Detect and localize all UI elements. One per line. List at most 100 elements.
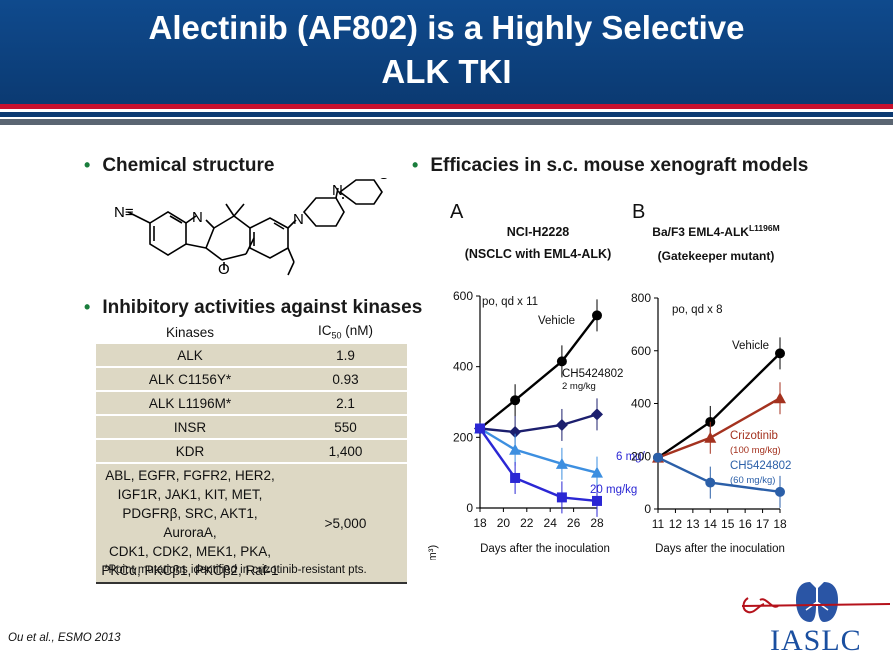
structure-o-label-1: O [218, 261, 230, 278]
series-label: 2 mg/kg [562, 381, 596, 392]
header-kinases: Kinases [96, 320, 284, 344]
kinase-name: ALK [96, 344, 284, 368]
y-tick-label: 600 [631, 344, 651, 358]
chart-a-ylabel: Tumor volume (mm³) [427, 545, 439, 560]
slide-title: Alectinib (AF802) is a Highly Selective … [0, 6, 893, 94]
bullet-inhibitory: • Inhibitory activities against kinases [84, 297, 423, 318]
series-label: CH5424802 [730, 460, 791, 472]
bullet-efficacy: • Efficacies in s.c. mouse xenograft mode… [412, 155, 809, 176]
structure-nitrile-label: N≡ [114, 204, 134, 221]
table-row: INSR 550 [96, 415, 407, 440]
series-line [479, 314, 598, 430]
chart-b-title-main: Ba/F3 EML4-ALK [652, 225, 749, 239]
data-point [509, 443, 522, 455]
chart-a-plot: 0 200 400 600 18 20 22 24 26 28 Vehicle CH54248022 … [453, 289, 645, 530]
data-point [775, 348, 785, 359]
chart-b: B Ba/F3 EML4-ALKL1196M (Gatekeeper mutan… [631, 201, 791, 555]
chart-b-dosing: po, qd x 8 [672, 304, 723, 316]
x-tick-label: 16 [738, 517, 752, 531]
footnote: *Point mutations identified in crizotini… [104, 564, 367, 576]
ic50-suffix: (nM) [341, 323, 373, 339]
iaslc-logo-text: IASLC [770, 624, 862, 657]
bullet-text: Chemical structure [102, 155, 275, 176]
kinase-ic50: 0.93 [284, 367, 407, 392]
kinase-name-list: ABL, EGFR, FGFR2, HER2, IGF1R, JAK1, KIT… [96, 463, 284, 584]
y-tick-label: 0 [466, 501, 473, 515]
chart-b-title-sup: L1196M [749, 223, 780, 233]
panel-letter-b: B [632, 201, 645, 223]
series-label: 20 mg/kg [590, 484, 637, 496]
y-tick-label: 600 [453, 289, 473, 303]
x-tick-label: 17 [756, 517, 770, 531]
chart-b-xlabel: Days after the inoculation [655, 543, 785, 555]
kinase-list-line: ABL, EGFR, FGFR2, HER2, [105, 468, 275, 483]
data-point [592, 310, 602, 321]
data-point [591, 466, 603, 478]
series-label: CH5424802 [562, 368, 623, 380]
x-tick-label: 13 [686, 517, 700, 531]
data-point [775, 486, 785, 497]
kinase-name: ALK L1196M* [96, 391, 284, 416]
chart-a-title-line-1: NCI-H2228 [507, 225, 570, 239]
kinase-list-line: PKCα, PKCβ1, PKCβ2, Raf-1 [101, 563, 279, 578]
chart-a-xlabel: Days after the inoculation [480, 543, 610, 555]
series-label: 6 mg/kg [616, 451, 645, 463]
kinase-list-line: CDK1, CDK2, MEK1, PKA, [108, 544, 272, 559]
header-ic50: IC50 (nM) [284, 320, 407, 344]
title-line-1: Alectinib (AF802) is a Highly Selective [148, 9, 745, 46]
data-point [510, 472, 521, 483]
iaslc-logo-emblem [741, 578, 890, 622]
x-tick-label: 20 [497, 516, 511, 530]
series-line [479, 427, 598, 503]
citation: Ou et al., ESMO 2013 [8, 632, 121, 644]
x-tick-label: 12 [669, 517, 683, 531]
data-point [475, 423, 485, 434]
chart-b-title-line-1: Ba/F3 EML4-ALKL1196M [652, 223, 779, 239]
data-point [556, 492, 567, 503]
slide-header [0, 0, 893, 104]
table-row: ABL, EGFR, FGFR2, HER2, IGF1R, JAK1, KIT… [96, 463, 407, 584]
structure-n-label-1: N [192, 209, 203, 226]
x-tick-label: 22 [520, 516, 534, 530]
chart-b-title-line-2: (Gatekeeper mutant) [658, 249, 775, 263]
data-point [592, 495, 602, 506]
kinase-ic50: >5,000 [284, 463, 407, 584]
y-tick-label: 200 [453, 430, 473, 444]
chemical-structure: N≡ N O N N O [114, 178, 390, 278]
data-point [556, 356, 567, 367]
data-point [653, 452, 663, 463]
structure-n-label-3: N [332, 182, 343, 199]
structure-n-label-2: N [293, 211, 304, 228]
title-line-2: ALK TKI [381, 53, 512, 90]
series-label: Crizotinib [730, 430, 778, 442]
y-tick-label: 200 [631, 449, 651, 463]
y-tick-label: 0 [644, 502, 651, 516]
kinase-name: INSR [96, 415, 284, 440]
kinase-table-header: Kinases IC50 (nM) [96, 320, 407, 344]
series-label: (60 mg/kg) [730, 475, 775, 486]
table-row: ALK C1156Y* 0.93 [96, 367, 407, 392]
series-line [479, 427, 598, 474]
ic50-prefix: IC [317, 323, 332, 339]
data-point [591, 408, 603, 421]
x-tick-label: 14 [704, 517, 718, 531]
y-tick-label: 400 [631, 397, 651, 411]
x-tick-label: 18 [773, 517, 787, 531]
x-tick-label: 18 [473, 516, 487, 530]
chart-b-plot: 0 200 400 600 800 11 12 13 14 15 16 17 18 Vehicle Criz… [631, 291, 791, 531]
x-tick-label: 24 [544, 516, 558, 530]
series-label: Vehicle [732, 340, 769, 352]
series-label: Vehicle [538, 315, 575, 327]
panel-letter-a: A [450, 201, 464, 223]
bullet-text: Efficacies in s.c. mouse xenograft model… [430, 155, 809, 176]
table-row: KDR 1,400 [96, 439, 407, 464]
chart-a-dosing: po, qd x 11 [482, 296, 538, 308]
bullet-chemical-structure: • Chemical structure [84, 155, 275, 176]
data-point [704, 431, 717, 443]
x-tick-label: 11 [652, 517, 665, 531]
x-tick-label: 28 [590, 516, 604, 530]
kinase-name: KDR [96, 439, 284, 464]
kinase-ic50: 1,400 [284, 439, 407, 464]
y-tick-label: 800 [631, 291, 651, 305]
data-point [555, 457, 568, 469]
